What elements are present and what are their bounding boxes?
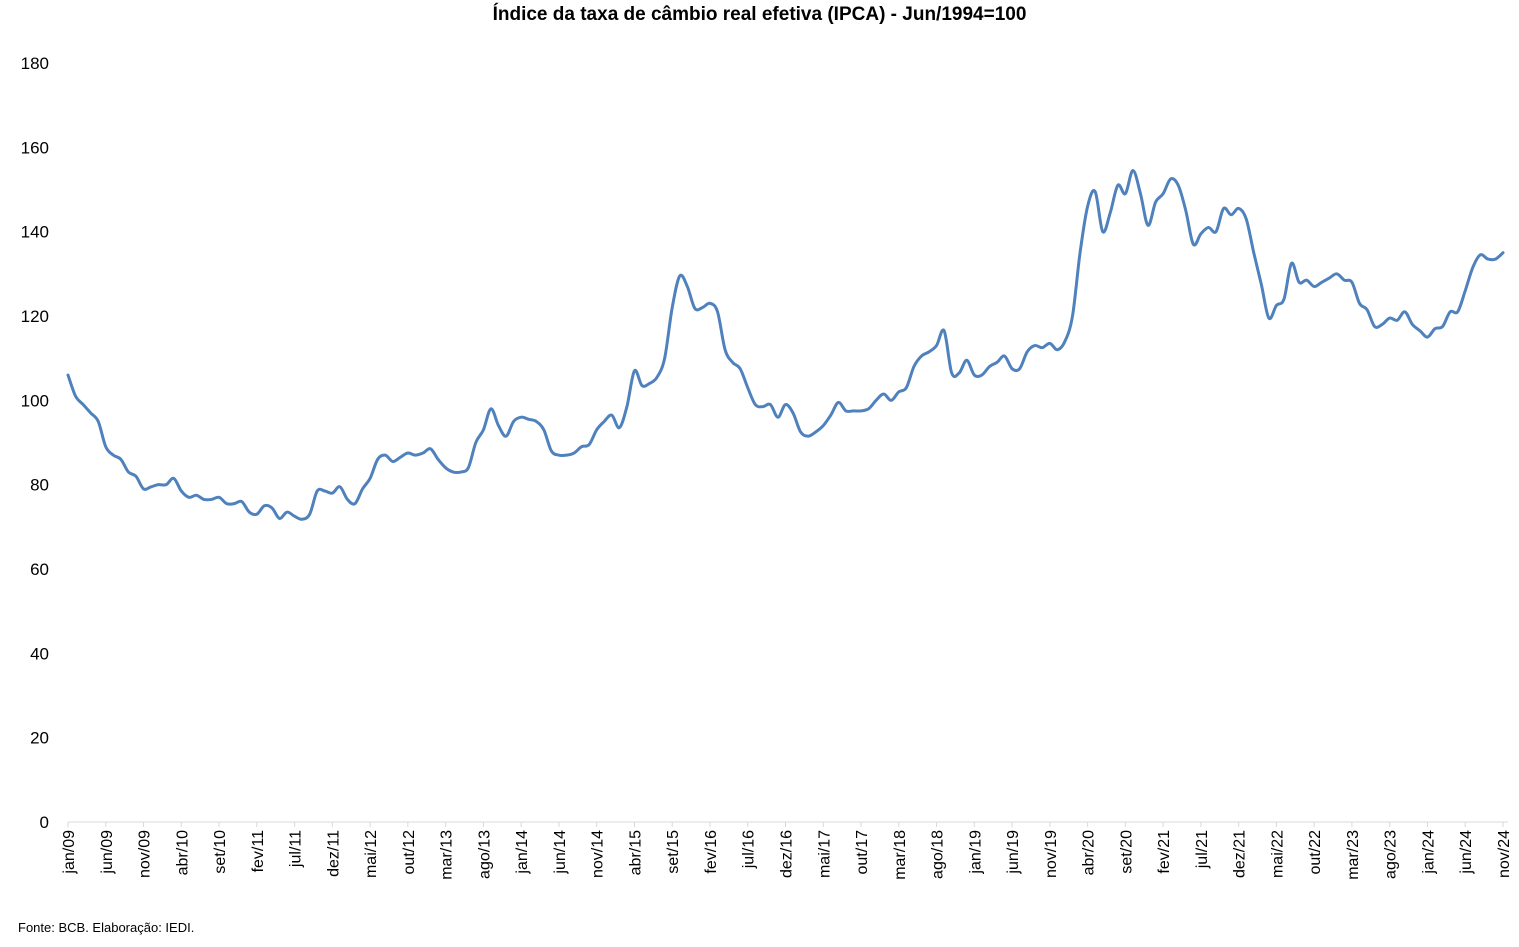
x-tick-label: jul/21 [1194, 830, 1211, 869]
x-tick-label: nov/24 [1496, 830, 1513, 878]
y-tick-label: 180 [21, 54, 49, 73]
x-tick-label: nov/14 [590, 830, 607, 878]
x-tick-label: ago/18 [930, 830, 947, 879]
x-tick-label: jul/11 [288, 830, 305, 868]
y-tick-label: 20 [30, 729, 49, 748]
y-tick-label: 120 [21, 307, 49, 326]
y-axis: 0 20 40 60 80 100 120 140 160 180 [21, 54, 49, 832]
x-tick-label: mai/17 [816, 830, 833, 878]
x-tick-label: abr/10 [174, 830, 191, 875]
x-tick-label: jun/14 [552, 830, 569, 875]
x-tick-label: set/20 [1118, 830, 1135, 874]
x-tick-label: abr/20 [1081, 830, 1098, 875]
series-line [66, 169, 1505, 521]
y-tick-label: 0 [40, 813, 49, 832]
x-tick-label: fev/11 [250, 830, 267, 873]
y-tick-label: 160 [21, 138, 49, 157]
y-tick-label: 60 [30, 560, 49, 579]
x-tick-label: nov/09 [137, 830, 154, 878]
x-tick-label: nov/19 [1043, 830, 1060, 878]
y-tick-label: 140 [21, 223, 49, 242]
x-tick-label: ago/13 [476, 830, 493, 879]
x-tick-label: mar/23 [1345, 830, 1362, 880]
x-tick-label: jan/09 [61, 830, 78, 875]
source-note: Fonte: BCB. Elaboração: IEDI. [18, 920, 195, 935]
x-tick-label: jan/14 [514, 830, 531, 875]
x-tick-label: jun/19 [1005, 830, 1022, 875]
y-tick-label: 40 [30, 644, 49, 663]
x-tick-label: mar/18 [892, 830, 909, 880]
x-tick-label: set/15 [665, 830, 682, 874]
x-tick-label: ago/23 [1383, 830, 1400, 879]
x-tick-label: jun/09 [99, 830, 116, 875]
x-tick-label: set/10 [212, 830, 229, 874]
x-tick-label: dez/21 [1232, 830, 1249, 878]
chart-title: Índice da taxa de câmbio real efetiva (I… [492, 4, 1027, 25]
x-tick-label: mai/12 [363, 830, 380, 878]
x-tick-label: mai/22 [1269, 830, 1286, 878]
y-tick-label: 100 [21, 391, 49, 410]
x-tick-label: fev/16 [703, 830, 720, 874]
x-tick-label: out/17 [854, 830, 871, 875]
x-axis: jan/09 jun/09 nov/09 abr/10 set/10 fev/11 jul/… [61, 822, 1513, 880]
y-tick-label: 80 [30, 476, 49, 495]
x-tick-label: out/22 [1307, 830, 1324, 875]
x-tick-label: abr/15 [627, 830, 644, 875]
x-tick-label: mar/13 [439, 830, 456, 880]
x-tick-label: jan/24 [1420, 830, 1437, 875]
x-tick-label: jan/19 [967, 830, 984, 875]
x-tick-label: fev/21 [1156, 830, 1173, 874]
x-tick-label: jul/16 [741, 830, 758, 869]
x-tick-label: out/12 [401, 830, 418, 875]
x-tick-label: dez/11 [325, 830, 342, 877]
x-tick-label: jun/24 [1458, 830, 1475, 875]
x-tick-label: dez/16 [779, 830, 796, 878]
